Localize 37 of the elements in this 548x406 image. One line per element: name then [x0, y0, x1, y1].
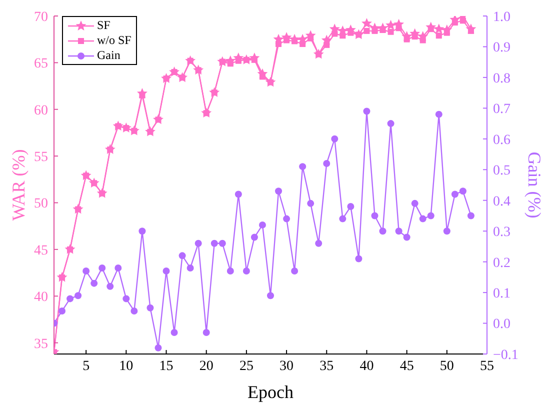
- y-tick-label: 60: [34, 103, 48, 118]
- y-tick-label: 40: [34, 290, 48, 306]
- x-tick-label: 35: [320, 358, 334, 374]
- y2-axis-title: Gain (%): [524, 152, 545, 218]
- y2-tick-label: 1.0: [493, 10, 510, 25]
- x-tick-label: 5: [82, 358, 90, 374]
- y2-tick-label: 0.5: [493, 164, 510, 179]
- legend-label: Gain: [97, 48, 120, 63]
- y-tick-label: 50: [34, 196, 48, 212]
- legend-label: SF: [97, 18, 110, 33]
- legend-label: w/o SF: [97, 33, 132, 48]
- y-tick-label: 55: [34, 150, 48, 166]
- y2-tick-label: 0.6: [493, 132, 510, 148]
- x-tick-label: 40: [360, 358, 374, 374]
- y2-tick-label: 0.1: [493, 286, 510, 302]
- y2-tick-label: 0.8: [493, 71, 510, 86]
- y-tick-label: 45: [34, 243, 48, 258]
- y2-tick-label: 0.3: [493, 225, 510, 240]
- x-tick-label: 20: [199, 358, 214, 374]
- x-tick-label: 55: [480, 358, 494, 374]
- y2-tick-label: 0.9: [493, 40, 510, 56]
- x-tick-label: 25: [239, 358, 254, 374]
- y2-tick-label: 0.7: [493, 102, 510, 118]
- y2-tick-label: 0.2: [493, 256, 510, 271]
- x-tick-label: 10: [119, 358, 134, 374]
- x-axis-title: Epoch: [248, 382, 294, 402]
- y-tick-label: 65: [34, 56, 48, 72]
- y-axis-title: WAR (%): [8, 149, 28, 221]
- y-tick-label: 70: [34, 10, 48, 25]
- y-tick-label: 35: [34, 336, 48, 352]
- y2-tick-label: 0.0: [493, 317, 510, 332]
- x-tick-label: 15: [159, 358, 174, 374]
- y2-tick-label: 0.4: [493, 194, 510, 210]
- x-tick-label: 50: [440, 358, 454, 374]
- y2-tick-label: −0.1: [493, 348, 518, 363]
- x-tick-label: 30: [280, 358, 294, 374]
- x-tick-label: 45: [400, 358, 414, 374]
